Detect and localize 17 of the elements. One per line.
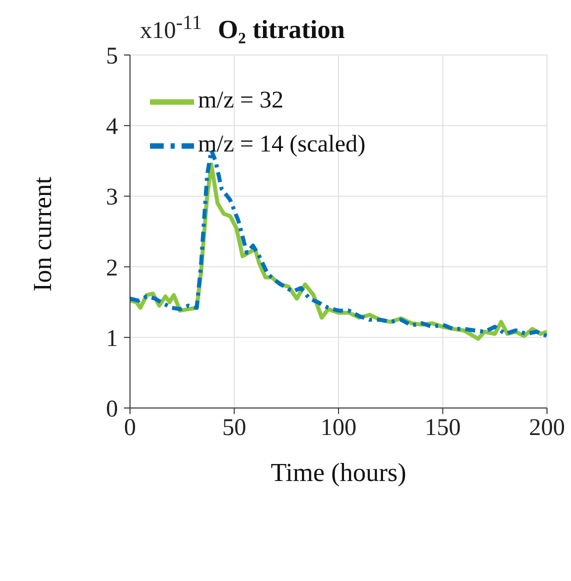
x-tick-label: 50	[222, 415, 246, 442]
x-tick-label: 150	[424, 415, 461, 442]
x-tick-label: 100	[320, 415, 356, 442]
x-axis-title: Time (hours)	[270, 458, 406, 487]
legend-label: m/z = 14 (scaled)	[198, 132, 366, 158]
y-tick-label: 4	[106, 114, 118, 140]
y-tick-label: 0	[106, 396, 118, 423]
chart-title: O₂ titration	[218, 15, 345, 45]
y-tick-label: 2	[106, 255, 118, 282]
x-tick-label: 0	[124, 415, 136, 442]
legend-label: m/z = 32	[198, 88, 284, 114]
y-tick-label: 3	[106, 184, 118, 211]
x-tick-label: 200	[529, 415, 565, 442]
text: x10$^{-11}$	[140, 12, 202, 45]
y-tick-label: 5	[106, 44, 118, 70]
y-tick-label: 1	[106, 326, 118, 352]
y-axis-title: Ion current	[28, 176, 58, 292]
